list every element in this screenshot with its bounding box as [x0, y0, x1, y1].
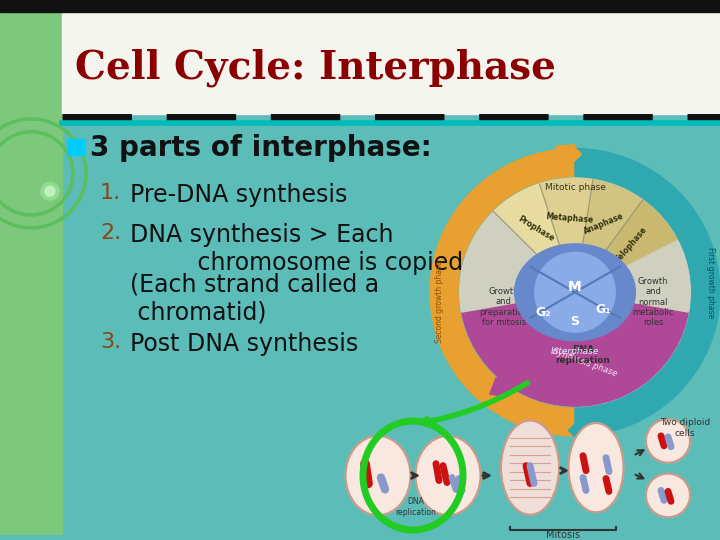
Text: Synthesis phase: Synthesis phase	[552, 347, 618, 379]
Text: Prophase: Prophase	[516, 214, 556, 244]
Text: DNA
replication: DNA replication	[395, 497, 436, 517]
Bar	[62, 0, 720, 114]
Text: 3 parts of interphase:: 3 parts of interphase:	[90, 133, 432, 161]
Ellipse shape	[515, 244, 635, 341]
Wedge shape	[430, 148, 575, 436]
Circle shape	[535, 252, 616, 332]
Text: G₂: G₂	[535, 306, 551, 319]
Wedge shape	[494, 184, 575, 292]
Text: Cell Cycle: Interphase: Cell Cycle: Interphase	[75, 48, 556, 86]
Text: Two diploid
cells: Two diploid cells	[660, 418, 710, 438]
Circle shape	[460, 178, 690, 406]
Text: DNA
replication: DNA replication	[556, 345, 611, 364]
Text: Growth
and
normal
metabolic
roles: Growth and normal metabolic roles	[632, 277, 674, 327]
Text: Metaphase: Metaphase	[545, 212, 593, 225]
Text: Telophase: Telophase	[614, 225, 649, 264]
Wedge shape	[575, 180, 642, 292]
Ellipse shape	[569, 423, 624, 512]
Bar	[0, 0, 720, 12]
Ellipse shape	[501, 421, 559, 515]
Text: G₁: G₁	[596, 303, 611, 316]
Text: M: M	[568, 280, 582, 294]
FancyArrow shape	[555, 145, 582, 171]
Text: 2.: 2.	[100, 223, 121, 243]
Circle shape	[45, 186, 55, 196]
FancyArrow shape	[490, 373, 517, 396]
Text: 3.: 3.	[100, 332, 121, 352]
Text: Growth
and
preparation
for mitosis: Growth and preparation for mitosis	[479, 287, 528, 327]
Text: Post DNA synthesis: Post DNA synthesis	[130, 332, 359, 356]
Text: S: S	[570, 315, 580, 328]
Ellipse shape	[415, 436, 480, 515]
Circle shape	[646, 419, 690, 463]
Text: Second growth phase: Second growth phase	[436, 261, 444, 343]
Ellipse shape	[346, 436, 410, 515]
Text: Anaphase: Anaphase	[582, 212, 625, 236]
Circle shape	[646, 474, 690, 517]
Text: Pre-DNA synthesis: Pre-DNA synthesis	[130, 183, 347, 207]
FancyArrow shape	[569, 414, 595, 440]
Text: First growth phase: First growth phase	[706, 247, 714, 318]
Text: Mitosis: Mitosis	[546, 530, 580, 540]
Wedge shape	[575, 200, 678, 292]
Wedge shape	[460, 212, 575, 312]
Wedge shape	[575, 240, 690, 312]
Circle shape	[41, 183, 59, 200]
Text: Interphase: Interphase	[551, 347, 599, 356]
Text: DNA synthesis > Each
         chromosome is copied: DNA synthesis > Each chromosome is copie…	[130, 223, 463, 275]
Wedge shape	[539, 178, 593, 292]
Text: (Each strand called a
 chromatid): (Each strand called a chromatid)	[130, 273, 379, 324]
Text: 1.: 1.	[100, 183, 121, 203]
Bar	[68, 139, 84, 154]
Wedge shape	[462, 292, 688, 406]
Wedge shape	[575, 148, 720, 436]
Text: Mitotic phase: Mitotic phase	[544, 183, 606, 192]
Bar	[0, 0, 62, 535]
